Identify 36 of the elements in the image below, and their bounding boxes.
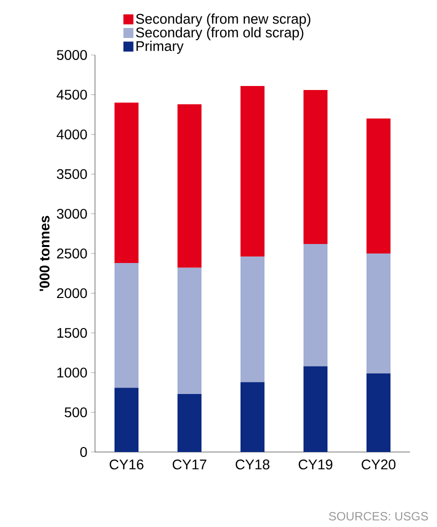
y-axis-title: '000 tonnes <box>40 216 50 291</box>
bar <box>366 254 390 374</box>
y-tick-label: 1000 <box>57 368 87 378</box>
legend-label: Primary <box>136 40 184 54</box>
bar <box>114 388 138 452</box>
y-tick-label: 500 <box>64 407 87 418</box>
bar <box>114 263 138 388</box>
y-tick-label: 2500 <box>57 248 87 258</box>
y-tick-label: 3000 <box>56 208 87 219</box>
x-tick-label: CY20 <box>362 460 396 470</box>
bar <box>178 268 202 394</box>
y-tick-label: 1500 <box>57 328 87 338</box>
bar <box>240 382 264 452</box>
x-tick-label: CY16 <box>110 460 144 470</box>
y-tick-label: 4500 <box>56 90 87 100</box>
source-note: SOURCES: USGS <box>329 512 428 520</box>
y-tick-label: 2000 <box>57 288 87 298</box>
bar <box>304 366 328 452</box>
y-tick-label: 3500 <box>56 169 87 180</box>
x-tick-label: CY17 <box>172 460 206 470</box>
legend-label: Secondary (from new scrap) <box>136 14 310 27</box>
x-tick-label: CY18 <box>236 460 270 470</box>
bar <box>240 86 264 257</box>
bar <box>304 244 328 366</box>
y-tick-label: 5000 <box>56 50 87 60</box>
bar <box>114 102 138 264</box>
y-tick-label: 0 <box>80 447 87 457</box>
bar <box>304 90 328 244</box>
y-tick-label: 4000 <box>56 129 87 140</box>
bar <box>366 118 390 254</box>
bar <box>178 394 202 452</box>
bar <box>366 373 390 452</box>
bar <box>178 104 202 268</box>
bar <box>240 256 264 382</box>
legend-label: Secondary (from old scrap) <box>136 27 304 40</box>
x-tick-label: CY19 <box>298 460 332 470</box>
